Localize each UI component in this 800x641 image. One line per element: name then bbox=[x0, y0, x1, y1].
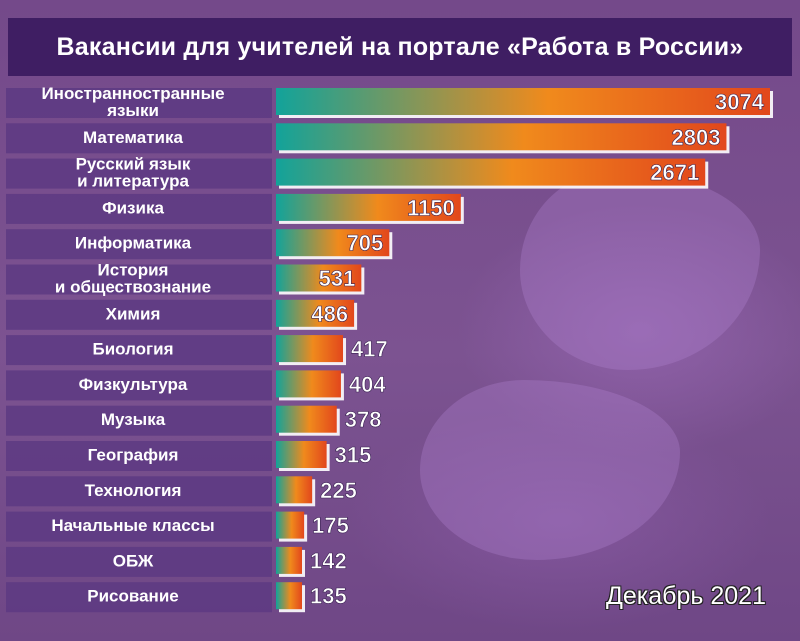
category-label-panel bbox=[6, 582, 272, 613]
bar bbox=[276, 476, 313, 504]
category-label: Иностранностранные языки bbox=[41, 84, 224, 120]
category-label-panel bbox=[6, 123, 272, 154]
bar bbox=[276, 582, 302, 610]
category-label: Информатика bbox=[75, 234, 192, 253]
bar bbox=[276, 511, 305, 539]
value-label: 486 bbox=[311, 301, 348, 326]
category-label: Технология bbox=[85, 481, 182, 500]
category-label-panel bbox=[6, 299, 272, 330]
bar bbox=[276, 335, 344, 363]
value-label: 531 bbox=[319, 266, 356, 291]
value-label: 1150 bbox=[407, 195, 455, 220]
value-label: 378 bbox=[345, 407, 382, 432]
value-label: 2803 bbox=[671, 125, 720, 150]
category-label: Химия bbox=[106, 304, 161, 323]
bar bbox=[276, 88, 770, 115]
value-label: 315 bbox=[335, 443, 372, 468]
category-label: История и обществознание bbox=[55, 261, 211, 297]
value-label: 417 bbox=[351, 337, 388, 362]
bars-group: Иностранностранные языки 3074 Математика 280… bbox=[6, 84, 773, 613]
category-label-panel bbox=[6, 229, 272, 260]
category-label-panel bbox=[6, 546, 272, 577]
category-label: Математика bbox=[83, 128, 183, 147]
value-label: 705 bbox=[347, 231, 384, 256]
value-label: 142 bbox=[310, 548, 347, 573]
value-label: 2671 bbox=[650, 160, 699, 185]
bar bbox=[276, 546, 302, 574]
category-label: Музыка bbox=[101, 410, 166, 429]
bar bbox=[276, 229, 390, 257]
category-label: Физкультура bbox=[79, 375, 188, 394]
bar bbox=[276, 441, 327, 468]
chart-title: Вакансии для учителей на портале «Работа… bbox=[56, 32, 744, 61]
bar bbox=[276, 264, 362, 292]
category-label-panel bbox=[6, 193, 272, 224]
category-label: Биология bbox=[92, 340, 173, 359]
category-label: Рисование bbox=[87, 587, 178, 606]
value-label: 135 bbox=[310, 584, 347, 609]
category-label-panel bbox=[6, 441, 272, 471]
date-label: Декабрь 2021 bbox=[605, 582, 766, 610]
bar bbox=[276, 158, 706, 186]
bar bbox=[276, 193, 461, 221]
category-label: География bbox=[88, 446, 179, 465]
value-label: 404 bbox=[349, 372, 386, 397]
bar bbox=[276, 405, 337, 433]
category-label-panel bbox=[6, 335, 272, 366]
category-label: Русский язык и литература bbox=[76, 155, 191, 191]
category-label: Начальные классы bbox=[51, 516, 214, 535]
category-label-panel bbox=[6, 370, 272, 401]
category-label-panel bbox=[6, 88, 272, 118]
category-label-panel bbox=[6, 476, 272, 507]
category-label: Физика bbox=[102, 198, 164, 217]
bar bbox=[276, 123, 727, 151]
category-label-panel bbox=[6, 405, 272, 436]
value-label: 3074 bbox=[715, 90, 765, 115]
category-label: ОБЖ bbox=[113, 551, 154, 570]
category-label-panel bbox=[6, 511, 272, 542]
value-label: 175 bbox=[312, 513, 349, 538]
category-label-panel bbox=[6, 264, 272, 295]
bar bbox=[276, 370, 341, 398]
title-bar: Вакансии для учителей на портале «Работа… bbox=[8, 18, 792, 76]
value-label: 225 bbox=[320, 478, 357, 503]
bar bbox=[276, 299, 355, 327]
category-label-panel bbox=[6, 158, 272, 189]
